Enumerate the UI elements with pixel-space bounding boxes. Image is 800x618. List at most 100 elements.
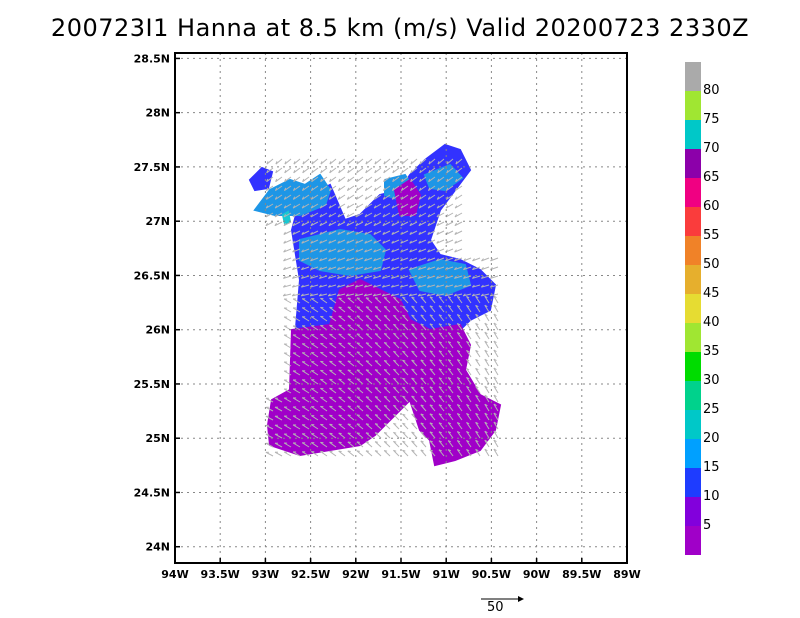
wind-vector-head [354,284,358,288]
wind-vector-head [381,284,385,288]
reference-vector-label: 50 [487,600,504,615]
wind-vector-head [301,267,304,270]
wind-vector [400,203,409,209]
wind-vector-head [384,351,388,353]
wind-vector [456,314,463,322]
wind-vector [329,324,337,331]
wind-vector [420,431,427,439]
wind-vector [428,176,436,183]
wind-vector-head [402,431,406,434]
wind-vector-head [472,258,475,262]
wind-vector [456,404,463,412]
wind-vector-head [455,161,458,165]
wind-vector-head [493,367,497,371]
wind-vector [402,350,409,358]
wind-vector-head [418,187,422,191]
wind-vector-head [454,267,457,270]
wind-vector [346,203,355,209]
wind-vector-head [365,351,370,353]
wind-vector-head [436,275,439,279]
wind-vector-head [437,178,440,182]
wind-vector [374,351,382,358]
wind-vector-head [311,161,314,165]
wind-vector [310,239,319,244]
wind-vector [481,257,490,262]
wind-vector [329,306,337,313]
wind-vector-head [475,322,479,326]
wind-vector-head [409,267,412,270]
wind-vector [466,359,472,367]
wind-vector-head [420,431,424,434]
wind-vector-head [283,258,286,262]
wind-vector-head [345,284,349,288]
wind-vector [320,194,328,200]
wind-vector-head [484,349,488,353]
wind-vector-head [301,231,304,235]
wind-vector [429,305,436,313]
wind-vector [347,405,355,412]
wind-vector [466,377,472,385]
wind-vector [320,176,328,183]
wind-vector-head [337,249,340,253]
wind-vector-head [484,430,488,434]
wind-vector [374,432,382,439]
wind-vector-head [484,448,488,452]
wind-vector [301,266,310,271]
wind-vector-head [393,413,397,416]
wind-vector [454,266,463,271]
wind-vector-head [356,324,360,326]
wind-vector-head [411,395,415,398]
wind-vector [382,257,391,262]
wind-vector [391,293,400,297]
wind-vector [391,248,400,253]
wind-vector [419,167,427,174]
wind-vector [475,305,481,313]
wind-vector [411,332,418,340]
wind-vector [493,358,499,367]
wind-vector [319,257,328,262]
colorbar-swatch [685,207,701,236]
wind-vector-head [391,214,395,218]
wind-vector-head [346,249,349,253]
wind-vector [374,324,382,331]
wind-vector [429,350,436,358]
wind-vector [292,316,301,322]
wind-vector [420,332,427,340]
wind-vector [427,248,436,253]
wind-vector-head [411,422,415,425]
wind-vector [493,367,499,376]
wind-vector [338,333,346,340]
wind-vector [429,386,436,394]
wind-vector [454,239,463,244]
wind-vector-head [457,431,461,434]
wind-vector-head [445,275,448,279]
wind-vector [274,203,283,209]
wind-vector [484,340,490,349]
wind-vector-head [383,169,386,174]
wind-vector [455,176,463,183]
wind-vector [382,239,391,244]
wind-vector [337,284,346,288]
wind-vector-head [426,293,430,297]
wind-vector-head [337,275,340,279]
wind-vector-head [382,267,385,270]
wind-vector [411,350,418,358]
wind-vector [472,257,481,262]
wind-vector [311,194,319,200]
wind-vector-head [427,187,431,191]
wind-vector-head [466,403,470,407]
wind-vector-head [346,267,349,270]
wind-vector-head [429,395,433,398]
wind-vector-head [420,422,424,425]
wind-vector [292,451,301,457]
wind-vector-head [436,205,440,209]
wind-vector-head [484,295,488,299]
longitude-tick-labels: 94W 93.5W 93W 92.5W 92W 91.5W 91W 90.5W 90W 89.5W… [161,568,640,581]
wind-vector [475,413,481,421]
wind-vector [418,230,427,235]
wind-vector [365,405,373,412]
wind-vector-head [391,240,394,244]
wind-vector-head [411,296,415,299]
wind-vector [463,275,472,279]
